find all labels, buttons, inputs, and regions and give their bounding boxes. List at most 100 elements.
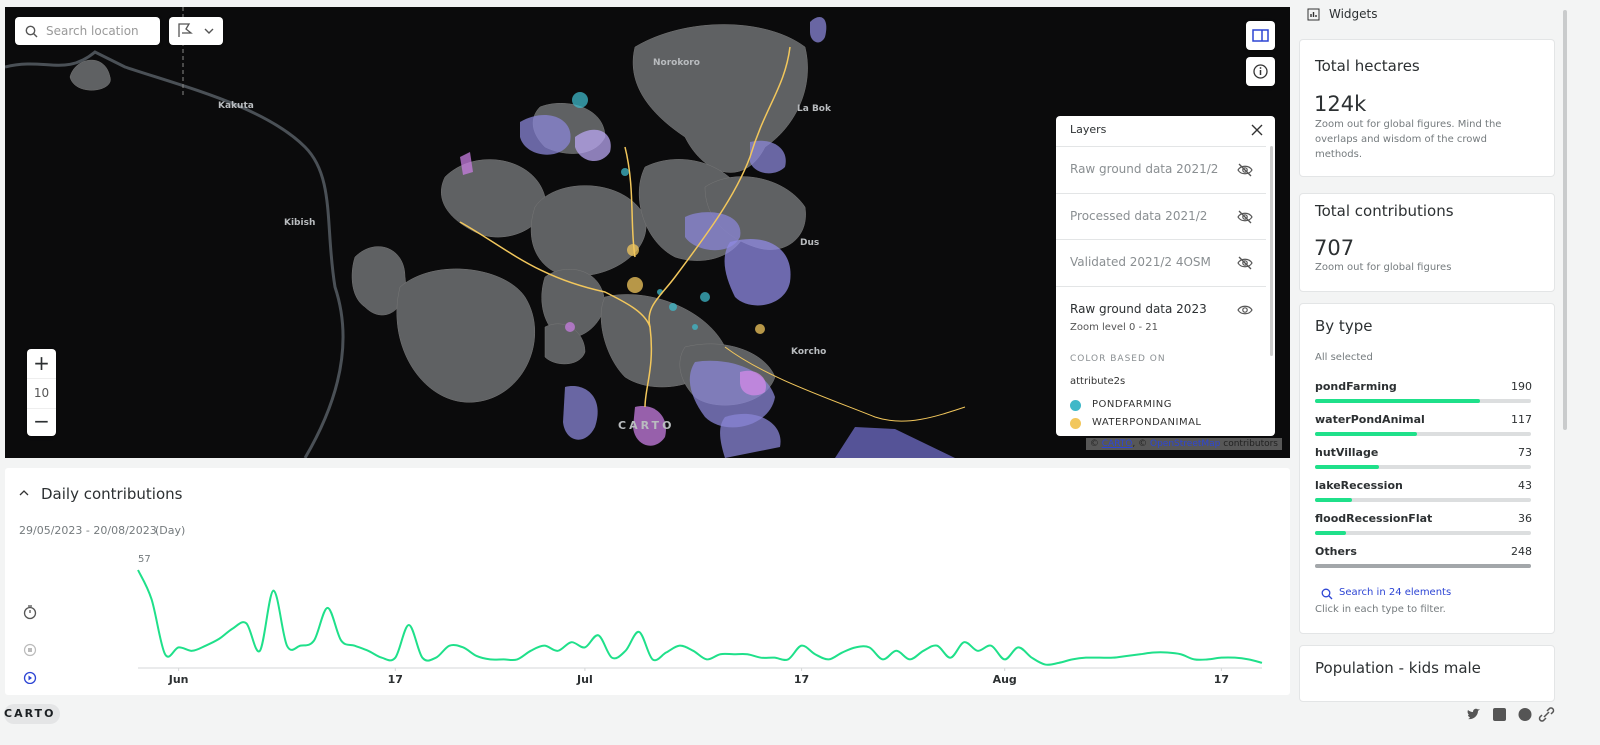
eye-pupil: [1242, 306, 1248, 313]
legend-swatch: [1070, 399, 1081, 411]
attribution-copyright: ©: [1089, 439, 1099, 449]
visibility-toggle[interactable]: [1236, 163, 1254, 177]
layers-toggle-icon: [1252, 29, 1269, 42]
roads: [459, 46, 966, 422]
x-tick-label: 17: [1214, 673, 1229, 686]
search-box[interactable]: Search location: [15, 17, 160, 45]
layer-name: Raw ground data 2023: [1070, 301, 1207, 316]
series-line: [137, 569, 1263, 666]
timeseries-title: Daily contributions: [41, 485, 183, 503]
playback-controls: [23, 605, 37, 684]
eye-pupil: [1242, 213, 1248, 220]
legend-swatch: [1070, 417, 1081, 429]
selection-status: All selected: [1315, 352, 1373, 363]
zoom-level: 10: [27, 378, 56, 409]
widget-note: Zoom out for global figures. Mind the ov…: [1315, 119, 1502, 160]
place-label: Korcho: [791, 347, 826, 357]
layer-name: Processed data 2021/2: [1070, 208, 1208, 223]
twitter-icon[interactable]: [1467, 708, 1480, 720]
bar: [1315, 498, 1353, 502]
zoom-in-button[interactable]: +: [33, 351, 50, 375]
link-icon[interactable]: [1538, 707, 1555, 722]
category-name: waterPondAnimal: [1315, 413, 1425, 426]
zoom-out-button[interactable]: −: [33, 409, 50, 433]
category-name: lakeRecession: [1315, 479, 1403, 492]
x-tick-label: 17: [388, 673, 403, 686]
widgets-icon: [1307, 8, 1320, 21]
widget-title: Total contributions: [1315, 202, 1454, 220]
category-value: 43: [1518, 479, 1532, 492]
timeseries-chart[interactable]: Jun 17 Jul 17 Aug 17 57: [5, 468, 1290, 695]
bar-track: [1315, 432, 1531, 436]
linkedin-icon[interactable]: [1493, 708, 1506, 721]
place-labels: Kakuta Norokoro La Bok Kibish Dus Korcho…: [218, 58, 832, 432]
collapse-icon[interactable]: [19, 489, 29, 497]
category-value: 248: [1511, 545, 1532, 558]
date-range: 29/05/2023 - 20/08/2023: [19, 524, 157, 537]
search-link[interactable]: Search in 24 elements: [1339, 587, 1452, 598]
attribution-suffix: contributors: [1223, 439, 1278, 449]
timeseries-panel: Daily contributions 29/05/2023 - 20/08/2…: [5, 468, 1290, 695]
layer-row[interactable]: Raw ground data 2023 Zoom level 0 - 21 COL…: [1056, 285, 1266, 429]
x-tick-label: Aug: [993, 673, 1017, 686]
scrollbar[interactable]: [1270, 146, 1273, 356]
attribution-link[interactable]: OpenStreetMap: [1150, 439, 1221, 449]
bar-track: [1315, 531, 1531, 535]
x-tick-label: Jul: [576, 673, 593, 686]
category-name: pondFarming: [1315, 380, 1397, 393]
layer-row[interactable]: Processed data 2021/2: [1056, 192, 1266, 240]
visibility-toggle[interactable]: [1236, 256, 1254, 270]
widget-card: Population - kids male: [1299, 645, 1555, 702]
eye-slash: [1238, 256, 1252, 270]
search-icon: [25, 25, 38, 38]
x-tick-label: Jun: [168, 673, 189, 686]
logo[interactable]: CARTO: [4, 704, 60, 724]
visibility-toggle[interactable]: [1236, 303, 1254, 317]
widget-card: By type All selected pondFarming 190 water…: [1299, 303, 1555, 634]
draw-tool-button[interactable]: [169, 17, 223, 45]
widget-title: Total hectares: [1315, 57, 1420, 75]
info-button[interactable]: [1246, 57, 1275, 86]
bar: [1315, 564, 1531, 568]
widget-value: 707: [1314, 236, 1355, 260]
widget-title: Population - kids male: [1315, 659, 1481, 677]
bar-track: [1315, 465, 1531, 469]
layers-title: Layers: [1070, 123, 1107, 136]
widgets-header: Widgets: [1329, 7, 1378, 21]
map-canvas[interactable]: Kakuta Norokoro La Bok Kibish Dus Korcho…: [5, 7, 1290, 458]
visibility-toggle[interactable]: [1236, 210, 1254, 224]
interval: (Day): [155, 524, 186, 537]
scrollbar[interactable]: [1563, 10, 1567, 430]
category-name: floodRecessionFlat: [1315, 512, 1433, 525]
layers-panel: Layers Raw ground data 2021/2 Processed d…: [1056, 116, 1275, 436]
place-label: Kakuta: [218, 101, 254, 111]
layer-row[interactable]: Raw ground data 2021/2: [1056, 146, 1266, 193]
bar: [1315, 465, 1379, 469]
stop-button[interactable]: [23, 643, 37, 657]
timer-button[interactable]: [23, 605, 37, 620]
eye-slash: [1238, 163, 1252, 177]
widgets-sidebar: Widgets: [1299, 0, 1599, 700]
draw-tool-icon: [178, 23, 214, 37]
layers-toggle-button[interactable]: [1246, 21, 1275, 50]
share-icons: [1467, 707, 1555, 722]
place-label: Kibish: [284, 218, 315, 228]
layer-name: Raw ground data 2021/2: [1070, 162, 1219, 176]
bar-track: [1315, 498, 1531, 502]
info-icon: [1253, 64, 1268, 79]
attribution-link[interactable]: CARTO: [1101, 439, 1133, 449]
close-button[interactable]: [1251, 124, 1263, 136]
zoom-control: + 10 −: [27, 349, 56, 436]
widget-hint: Click in each type to filter.: [1315, 604, 1446, 615]
bar: [1315, 399, 1481, 403]
play-button[interactable]: [23, 671, 37, 684]
search-icon: [1321, 588, 1333, 600]
legend-heading: COLOR BASED ON: [1070, 353, 1166, 364]
attribution: © CARTO, © OpenStreetMap contributors: [1085, 438, 1282, 450]
layer-row[interactable]: Validated 2021/2 4OSM: [1056, 239, 1266, 286]
facebook-icon[interactable]: [1518, 708, 1532, 721]
place-label: CARTO: [618, 419, 674, 432]
eye-icon: [1237, 305, 1253, 314]
